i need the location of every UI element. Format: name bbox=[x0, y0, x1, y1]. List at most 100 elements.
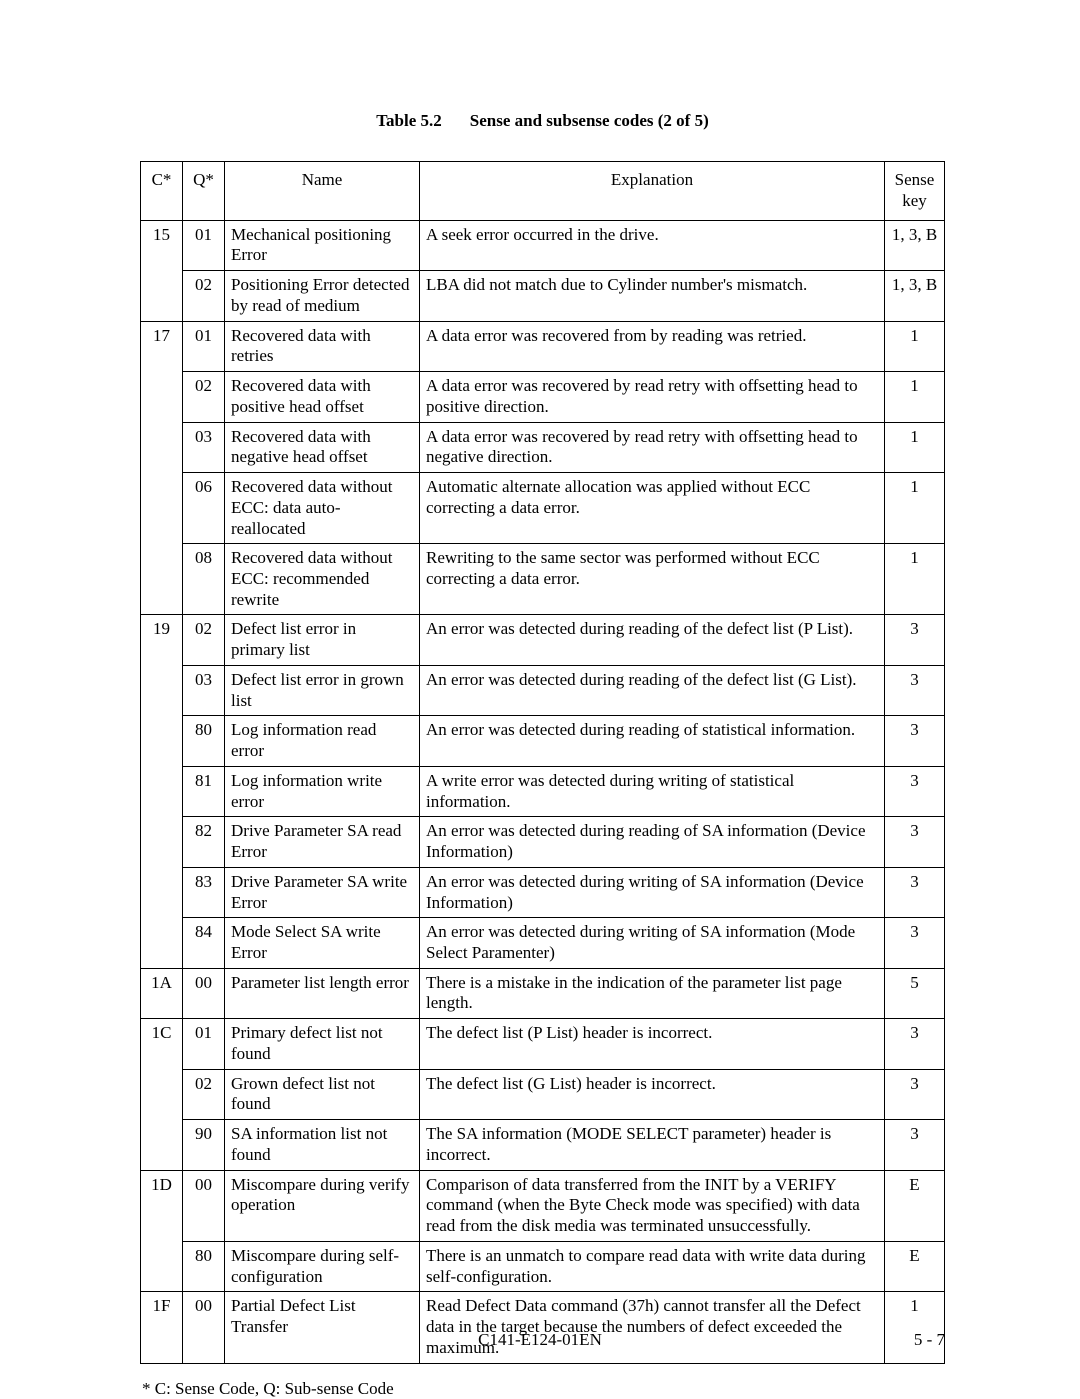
table-row: 06Recovered data without ECC: data auto-… bbox=[141, 473, 945, 544]
cell-explanation: An error was detected during reading of … bbox=[420, 665, 885, 715]
table-row: 80Miscompare during self-configurationTh… bbox=[141, 1241, 945, 1291]
table-footnote: * C: Sense Code, Q: Sub-sense Code bbox=[142, 1378, 945, 1399]
cell-q: 02 bbox=[183, 271, 225, 321]
col-header-name: Name bbox=[225, 162, 420, 220]
table-row: 1701Recovered data with retriesA data er… bbox=[141, 321, 945, 371]
cell-c: 1F bbox=[141, 1292, 183, 1363]
caption-label: Table 5.2 bbox=[376, 111, 442, 130]
cell-c: 1D bbox=[141, 1170, 183, 1292]
table-row: 1A00Parameter list length errorThere is … bbox=[141, 968, 945, 1018]
cell-explanation: The defect list (P List) header is incor… bbox=[420, 1019, 885, 1069]
footer-page-number: 5 - 7 bbox=[914, 1329, 945, 1350]
document-page: Table 5.2 Sense and subsense codes (2 of … bbox=[0, 0, 1080, 1397]
cell-c: 1C bbox=[141, 1019, 183, 1170]
cell-c: 15 bbox=[141, 220, 183, 321]
cell-name: Recovered data with negative head offset bbox=[225, 422, 420, 472]
table-row: 02Recovered data with positive head offs… bbox=[141, 372, 945, 422]
cell-sense-key: 1, 3, B bbox=[885, 271, 945, 321]
cell-q: 03 bbox=[183, 665, 225, 715]
sense-codes-table: C* Q* Name Explanation Sense key 1501Mec… bbox=[140, 161, 945, 1363]
cell-name: Log information read error bbox=[225, 716, 420, 766]
cell-sense-key: 3 bbox=[885, 1019, 945, 1069]
cell-explanation: An error was detected during reading of … bbox=[420, 615, 885, 665]
cell-sense-key: 3 bbox=[885, 615, 945, 665]
cell-sense-key: E bbox=[885, 1170, 945, 1241]
cell-explanation: A data error was recovered by read retry… bbox=[420, 422, 885, 472]
table-row: 82Drive Parameter SA read ErrorAn error … bbox=[141, 817, 945, 867]
caption-title: Sense and subsense codes (2 of 5) bbox=[470, 111, 709, 130]
cell-explanation: An error was detected during reading of … bbox=[420, 716, 885, 766]
cell-q: 02 bbox=[183, 615, 225, 665]
cell-sense-key: 3 bbox=[885, 1069, 945, 1119]
cell-explanation: A seek error occurred in the drive. bbox=[420, 220, 885, 270]
table-row: 1902Defect list error in primary listAn … bbox=[141, 615, 945, 665]
cell-name: Log information write error bbox=[225, 766, 420, 816]
cell-sense-key: 3 bbox=[885, 1120, 945, 1170]
cell-name: Mechanical positioning Error bbox=[225, 220, 420, 270]
cell-sense-key: 3 bbox=[885, 817, 945, 867]
cell-name: Recovered data without ECC: data auto-re… bbox=[225, 473, 420, 544]
col-header-c: C* bbox=[141, 162, 183, 220]
cell-explanation: Comparison of data transferred from the … bbox=[420, 1170, 885, 1241]
cell-q: 82 bbox=[183, 817, 225, 867]
cell-q: 08 bbox=[183, 544, 225, 615]
cell-q: 01 bbox=[183, 220, 225, 270]
cell-name: Recovered data with positive head offset bbox=[225, 372, 420, 422]
table-header-row: C* Q* Name Explanation Sense key bbox=[141, 162, 945, 220]
cell-name: Miscompare during self-configuration bbox=[225, 1241, 420, 1291]
cell-name: Recovered data without ECC: recommended … bbox=[225, 544, 420, 615]
cell-explanation: A data error was recovered from by readi… bbox=[420, 321, 885, 371]
table-row: 1D00Miscompare during verify operationCo… bbox=[141, 1170, 945, 1241]
cell-q: 81 bbox=[183, 766, 225, 816]
table-caption: Table 5.2 Sense and subsense codes (2 of … bbox=[140, 110, 945, 131]
cell-sense-key: 1, 3, B bbox=[885, 220, 945, 270]
cell-sense-key: 1 bbox=[885, 1292, 945, 1363]
cell-sense-key: 1 bbox=[885, 321, 945, 371]
cell-sense-key: 3 bbox=[885, 867, 945, 917]
cell-explanation: Read Defect Data command (37h) cannot tr… bbox=[420, 1292, 885, 1363]
cell-sense-key: 5 bbox=[885, 968, 945, 1018]
table-row: 02Positioning Error detected by read of … bbox=[141, 271, 945, 321]
cell-name: SA information list not found bbox=[225, 1120, 420, 1170]
cell-name: Positioning Error detected by read of me… bbox=[225, 271, 420, 321]
cell-sense-key: 1 bbox=[885, 544, 945, 615]
table-row: 83Drive Parameter SA write ErrorAn error… bbox=[141, 867, 945, 917]
cell-q: 84 bbox=[183, 918, 225, 968]
cell-q: 02 bbox=[183, 1069, 225, 1119]
col-header-q: Q* bbox=[183, 162, 225, 220]
table-row: 81Log information write errorA write err… bbox=[141, 766, 945, 816]
cell-explanation: The defect list (G List) header is incor… bbox=[420, 1069, 885, 1119]
table-row: 03Recovered data with negative head offs… bbox=[141, 422, 945, 472]
cell-explanation: There is an unmatch to compare read data… bbox=[420, 1241, 885, 1291]
cell-name: Partial Defect List Transfer bbox=[225, 1292, 420, 1363]
cell-explanation: Rewriting to the same sector was perform… bbox=[420, 544, 885, 615]
cell-q: 01 bbox=[183, 1019, 225, 1069]
table-row: 1C01Primary defect list not foundThe def… bbox=[141, 1019, 945, 1069]
cell-sense-key: E bbox=[885, 1241, 945, 1291]
cell-name: Parameter list length error bbox=[225, 968, 420, 1018]
cell-q: 90 bbox=[183, 1120, 225, 1170]
cell-explanation: A write error was detected during writin… bbox=[420, 766, 885, 816]
col-header-explanation: Explanation bbox=[420, 162, 885, 220]
table-row: 84Mode Select SA write ErrorAn error was… bbox=[141, 918, 945, 968]
col-header-sense-key: Sense key bbox=[885, 162, 945, 220]
table-row: 80Log information read errorAn error was… bbox=[141, 716, 945, 766]
cell-name: Miscompare during verify operation bbox=[225, 1170, 420, 1241]
cell-q: 83 bbox=[183, 867, 225, 917]
cell-explanation: The SA information (MODE SELECT paramete… bbox=[420, 1120, 885, 1170]
cell-name: Grown defect list not found bbox=[225, 1069, 420, 1119]
table-row: 03Defect list error in grown listAn erro… bbox=[141, 665, 945, 715]
cell-q: 01 bbox=[183, 321, 225, 371]
cell-q: 03 bbox=[183, 422, 225, 472]
cell-sense-key: 1 bbox=[885, 473, 945, 544]
table-row: 1501Mechanical positioning ErrorA seek e… bbox=[141, 220, 945, 270]
cell-name: Recovered data with retries bbox=[225, 321, 420, 371]
cell-explanation: LBA did not match due to Cylinder number… bbox=[420, 271, 885, 321]
cell-name: Defect list error in primary list bbox=[225, 615, 420, 665]
cell-name: Drive Parameter SA write Error bbox=[225, 867, 420, 917]
cell-c: 1A bbox=[141, 968, 183, 1018]
cell-explanation: An error was detected during writing of … bbox=[420, 867, 885, 917]
cell-q: 00 bbox=[183, 968, 225, 1018]
cell-explanation: Automatic alternate allocation was appli… bbox=[420, 473, 885, 544]
cell-explanation: An error was detected during writing of … bbox=[420, 918, 885, 968]
